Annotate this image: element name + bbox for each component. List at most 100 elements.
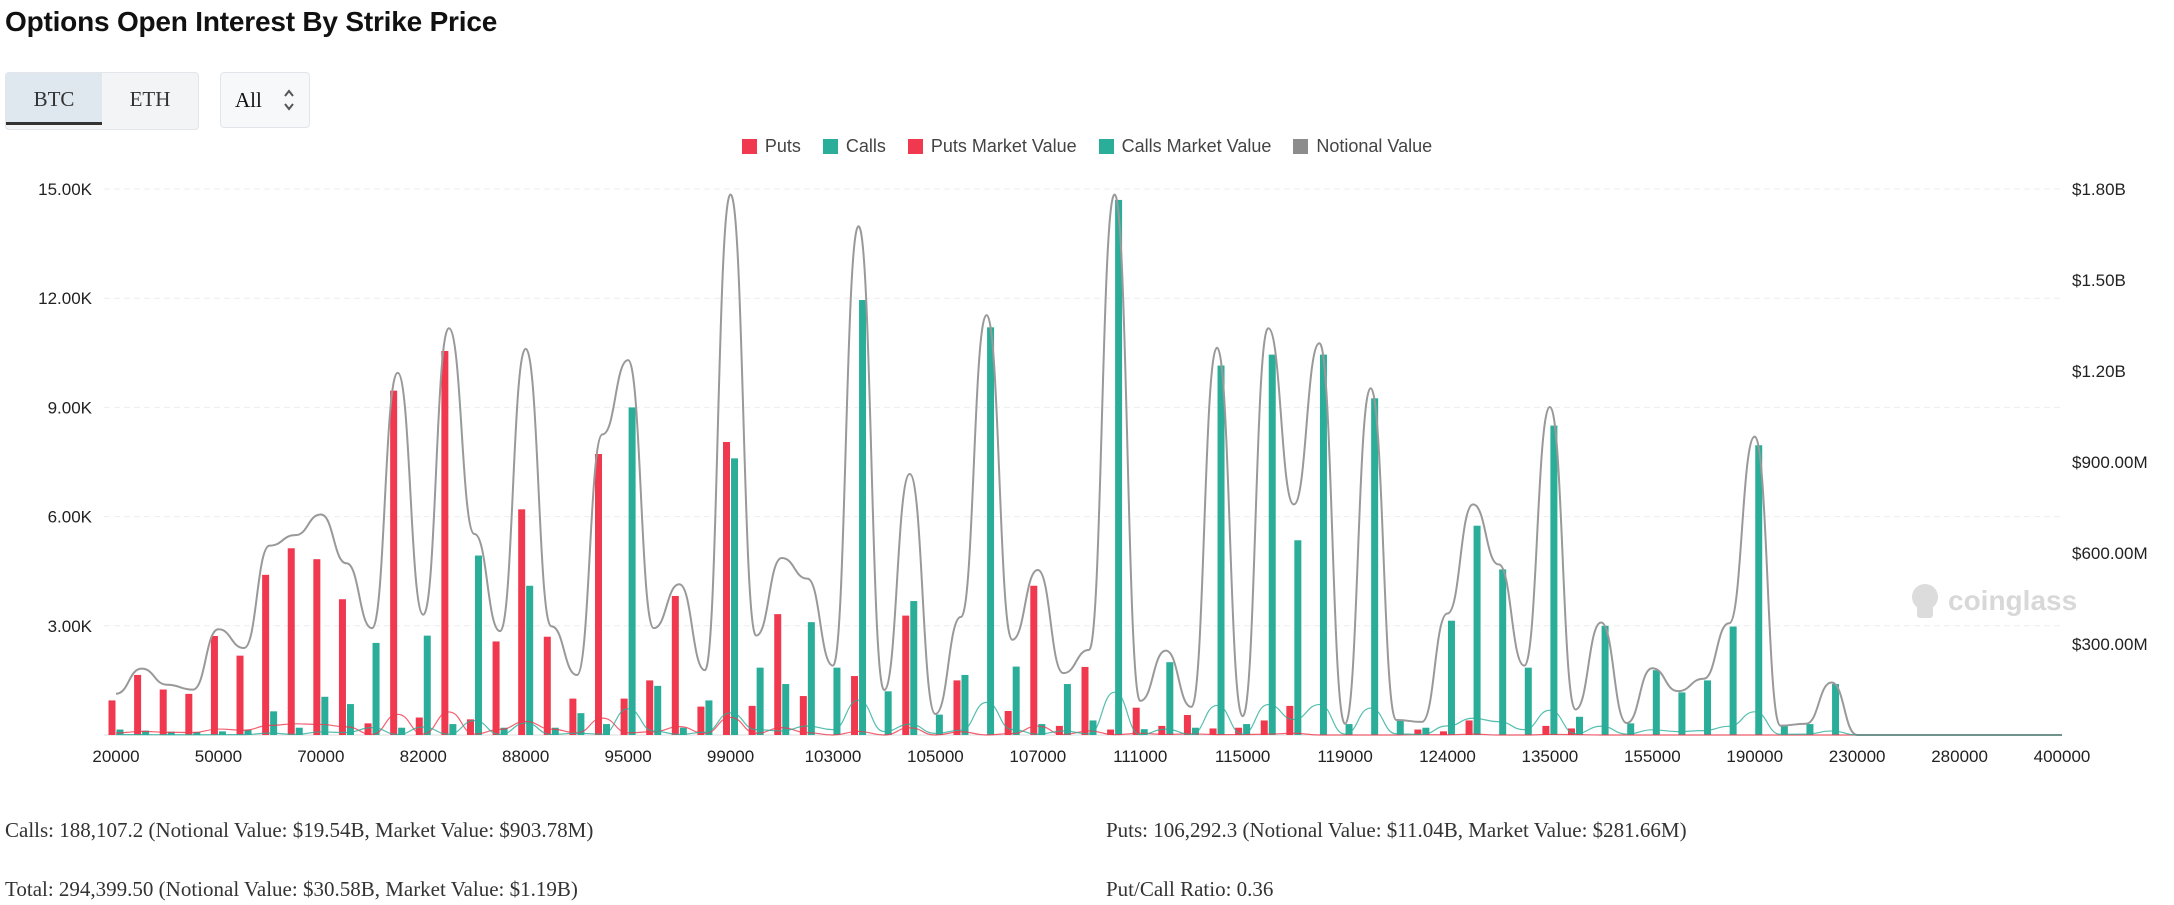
open-interest-chart: 15.00K 12.00K 9.00K 6.00K 3.00K $1.80B $1.50B $… bbox=[38, 180, 2148, 766]
puts-bar bbox=[185, 693, 193, 735]
puts-bar bbox=[1004, 710, 1012, 735]
x-tick-label: 99000 bbox=[707, 747, 754, 766]
puts-bar bbox=[1286, 705, 1294, 735]
y-left-tick-label: 6.00K bbox=[48, 508, 93, 527]
calls-bar bbox=[807, 622, 815, 735]
calls-bar bbox=[1217, 365, 1225, 735]
x-tick-label: 50000 bbox=[195, 747, 242, 766]
calls-bar bbox=[1345, 724, 1353, 735]
calls-bar bbox=[679, 727, 687, 735]
legend-label: Calls bbox=[845, 136, 886, 156]
legend-label: Notional Value bbox=[1316, 136, 1433, 156]
calls-bar bbox=[1447, 620, 1455, 735]
calls-bar bbox=[1422, 727, 1430, 735]
x-tick-label: 95000 bbox=[604, 747, 651, 766]
puts-bar bbox=[159, 689, 167, 735]
puts-bar bbox=[953, 680, 961, 735]
legend-item-calls-market-value[interactable]: Calls Market Value bbox=[1098, 136, 1271, 157]
calls-bar bbox=[961, 674, 969, 735]
legend-item-puts[interactable]: Puts bbox=[741, 136, 801, 157]
puts-bar bbox=[697, 706, 705, 735]
calls-bar bbox=[1550, 425, 1558, 735]
total-summary: Total: 294,399.50 (Notional Value: $30.5… bbox=[5, 877, 578, 901]
calls-bar bbox=[1396, 720, 1404, 735]
calls-bar bbox=[1499, 569, 1507, 735]
x-tick-label: 103000 bbox=[805, 747, 862, 766]
watermark-text: coinglass bbox=[1948, 585, 2078, 616]
calls-bar bbox=[346, 704, 354, 735]
x-tick-label: 88000 bbox=[502, 747, 549, 766]
calls-bar bbox=[474, 555, 482, 735]
puts-bar bbox=[1030, 585, 1038, 735]
coinglass-logo-icon bbox=[1912, 584, 1938, 618]
puts-bar bbox=[134, 674, 142, 735]
puts-bar bbox=[1542, 725, 1550, 735]
puts-bar bbox=[595, 453, 602, 735]
puts-bar bbox=[774, 614, 782, 735]
chart-legend: Puts Calls Puts Market Value Calls Marke… bbox=[0, 136, 2174, 157]
calls-bar bbox=[1089, 720, 1097, 735]
puts-bar bbox=[338, 599, 346, 735]
legend-item-notional-value[interactable]: Notional Value bbox=[1293, 136, 1432, 157]
puts-bar bbox=[518, 509, 526, 735]
calls-bar bbox=[1038, 724, 1046, 735]
puts-summary: Puts: 106,292.3 (Notional Value: $11.04B… bbox=[1106, 818, 1687, 842]
tab-btc[interactable]: BTC bbox=[6, 73, 102, 125]
puts-bar bbox=[390, 390, 398, 735]
calls-bar bbox=[1524, 667, 1532, 735]
x-tick-label: 70000 bbox=[297, 747, 344, 766]
calls-bar bbox=[1012, 666, 1020, 735]
puts-bar bbox=[1055, 725, 1063, 735]
puts-bar bbox=[364, 723, 372, 735]
calls-bar bbox=[833, 667, 841, 735]
calls-bar bbox=[142, 730, 150, 735]
puts-bar bbox=[902, 615, 910, 735]
calls-bar bbox=[731, 458, 739, 735]
calls-bar bbox=[526, 585, 534, 735]
legend-label: Puts Market Value bbox=[930, 136, 1077, 156]
calls-bar bbox=[1704, 680, 1712, 735]
puts-bar bbox=[543, 636, 551, 735]
calls-bar bbox=[1729, 626, 1737, 735]
puts-bar bbox=[262, 574, 270, 735]
calls-bar bbox=[551, 727, 559, 735]
calls-bar bbox=[1780, 725, 1788, 735]
legend-swatch bbox=[1098, 139, 1114, 154]
legend-item-puts-market-value[interactable]: Puts Market Value bbox=[907, 136, 1077, 157]
calls-bar bbox=[1473, 525, 1481, 735]
puts-bar bbox=[1235, 727, 1243, 735]
x-tick-label: 400000 bbox=[2034, 747, 2091, 766]
expiry-select-value: All bbox=[235, 87, 262, 112]
x-tick-label: 124000 bbox=[1419, 747, 1476, 766]
legend-swatch bbox=[907, 139, 923, 154]
y-right-tick-label: $1.50B bbox=[2072, 271, 2126, 290]
expiry-select[interactable]: All bbox=[220, 72, 310, 128]
calls-bar bbox=[1191, 727, 1199, 735]
puts-bar bbox=[851, 676, 859, 735]
calls-bar bbox=[1755, 445, 1763, 735]
x-tick-label: 190000 bbox=[1726, 747, 1783, 766]
calls-bar bbox=[1652, 670, 1660, 735]
tab-eth[interactable]: ETH bbox=[129, 87, 171, 111]
puts-bar bbox=[287, 548, 295, 735]
puts-bar bbox=[799, 696, 807, 735]
puts-bar bbox=[1081, 666, 1089, 735]
calls-bar bbox=[1601, 625, 1609, 735]
y-right-tick-label: $1.80B bbox=[2072, 180, 2126, 199]
calls-bar bbox=[193, 732, 201, 735]
calls-bar bbox=[1166, 662, 1174, 735]
y-left-tick-label: 9.00K bbox=[48, 398, 93, 417]
calls-bar bbox=[1678, 692, 1686, 735]
page-title: Options Open Interest By Strike Price bbox=[5, 6, 498, 37]
legend-item-calls[interactable]: Calls bbox=[822, 136, 886, 157]
calls-bar bbox=[1576, 716, 1583, 735]
y-left-tick-label: 12.00K bbox=[38, 289, 93, 308]
y-right-tick-label: $300.00M bbox=[2072, 635, 2148, 654]
calls-bar bbox=[1832, 684, 1840, 735]
calls-bar bbox=[1115, 199, 1123, 736]
x-tick-label: 230000 bbox=[1829, 747, 1886, 766]
puts-bar bbox=[210, 635, 218, 735]
calls-bar bbox=[1140, 729, 1148, 735]
puts-bar bbox=[1260, 720, 1268, 735]
x-tick-label: 111000 bbox=[1113, 747, 1167, 766]
